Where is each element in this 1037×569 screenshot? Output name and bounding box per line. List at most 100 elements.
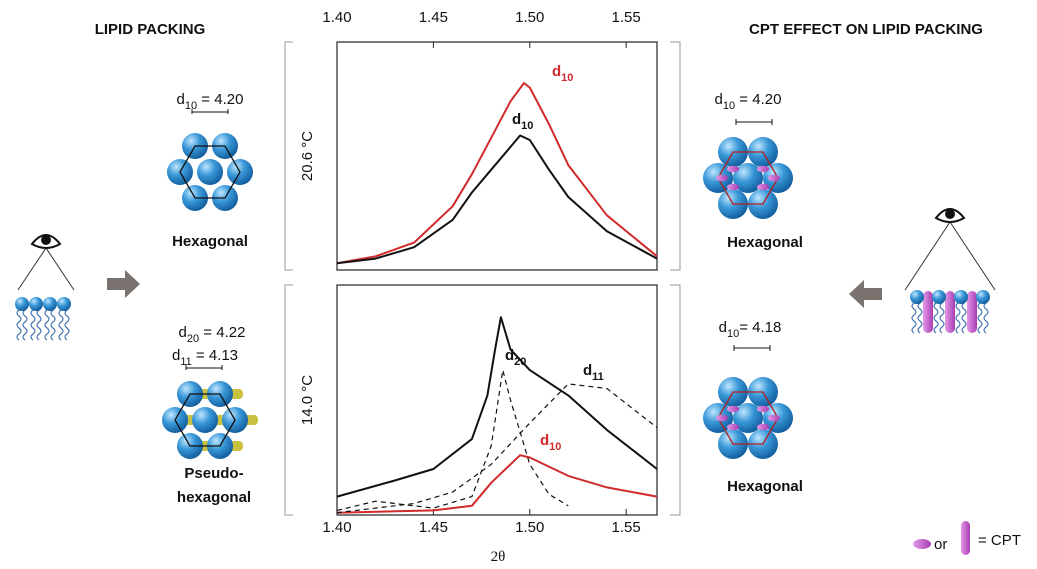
curve: [336, 316, 658, 498]
cpt: [727, 423, 739, 431]
caption: Hexagonal: [727, 234, 803, 251]
lipid-head: [733, 163, 763, 193]
dashed-curve: [336, 383, 658, 514]
legend-or: or: [934, 536, 947, 553]
plot-frame: [336, 41, 658, 271]
cpt-icon: [961, 521, 970, 555]
cpt: [716, 414, 728, 422]
lipid-head: [15, 297, 29, 311]
curve-label: d10: [540, 432, 561, 453]
cpt: [727, 405, 739, 413]
scale-bar: [191, 109, 229, 114]
cpt: [757, 423, 769, 431]
x-tick-label: 1.50: [515, 519, 544, 536]
d-sub: 10: [185, 100, 197, 112]
caption: Hexagonal: [172, 233, 248, 250]
d-label: d20 = 4.22: [179, 324, 246, 345]
caption: Pseudo-: [184, 465, 243, 482]
bracket: [670, 41, 681, 271]
cpt: [727, 183, 739, 191]
label-symbol: d: [540, 432, 549, 449]
cpt: [967, 291, 977, 333]
d-value: = 4.18: [739, 319, 781, 336]
d-value: = 4.20: [735, 91, 781, 108]
decorations: [15, 133, 996, 459]
label-symbol: d: [512, 111, 521, 128]
bracket: [284, 284, 293, 516]
d-label: d11 = 4.13: [172, 347, 238, 368]
lipid-head: [43, 297, 57, 311]
cpt: [757, 165, 769, 173]
curve: [336, 454, 658, 514]
curve: [336, 82, 658, 265]
x-tick-label: 1.45: [419, 9, 448, 26]
lipid-head: [733, 403, 763, 433]
curve-label: d11: [583, 362, 604, 383]
x-tick-label: 1.40: [322, 9, 351, 26]
hexagon: [179, 145, 241, 199]
x-tick-label: 1.50: [515, 9, 544, 26]
cpt: [768, 174, 780, 182]
d-label: d10 = 4.20: [177, 91, 244, 112]
d-value: = 4.20: [197, 91, 243, 108]
d-sub: 10: [727, 328, 739, 340]
curve-label: d10: [552, 63, 573, 84]
d-symbol: d: [719, 319, 727, 336]
right-title: CPT EFFECT ON LIPID PACKING: [749, 21, 983, 38]
left-title: LIPID PACKING: [95, 21, 206, 38]
d-symbol: d: [715, 91, 723, 108]
x-axis-label: 2θ: [491, 549, 506, 565]
sight-line: [17, 247, 75, 291]
hexagon: [174, 393, 236, 447]
cpt: [716, 174, 728, 182]
curve-label: d10: [512, 111, 533, 132]
label-sub: 11: [592, 371, 604, 383]
label-symbol: d: [583, 362, 592, 379]
arrow: [849, 280, 882, 308]
curve: [336, 134, 658, 265]
label-sub: 10: [561, 72, 573, 84]
lipid-head: [192, 407, 218, 433]
x-tick-label: 1.40: [322, 519, 351, 536]
lipid-head: [954, 290, 968, 304]
pupil: [41, 235, 51, 245]
cpt: [923, 291, 933, 333]
d-symbol: d: [177, 91, 185, 108]
arrow: [107, 270, 140, 298]
d-value: = 4.22: [199, 324, 245, 341]
cpt: [757, 405, 769, 413]
d-sub: 11: [180, 356, 191, 368]
lipid-head: [910, 290, 924, 304]
lipid-head: [57, 297, 71, 311]
x-tick-label: 1.55: [612, 519, 641, 536]
label-sub: 10: [521, 120, 533, 132]
x-tick-label: 1.45: [419, 519, 448, 536]
lipid-head: [932, 290, 946, 304]
cpt-icon: [913, 539, 931, 549]
scale-bar: [735, 119, 773, 125]
lipid-head: [197, 159, 223, 185]
label-sub: 10: [549, 441, 561, 453]
cpt: [945, 291, 955, 333]
x-tick-label: 1.55: [612, 9, 641, 26]
cpt: [727, 165, 739, 173]
d-symbol: d: [179, 324, 187, 341]
y-axis-label: 20.6 °C: [299, 131, 316, 181]
plot-frame: [336, 284, 658, 516]
d-symbol: d: [172, 347, 180, 364]
label-sub: 20: [514, 356, 526, 368]
bracket: [670, 284, 681, 516]
scale-bar: [185, 365, 223, 370]
d-label: d10= 4.18: [719, 319, 782, 340]
d-sub: 10: [723, 100, 735, 112]
d-sub: 20: [187, 333, 199, 345]
caption: hexagonal: [177, 489, 251, 506]
d-value: = 4.13: [192, 347, 238, 364]
caption: Hexagonal: [727, 478, 803, 495]
lipid-head: [976, 290, 990, 304]
label-symbol: d: [552, 63, 561, 80]
label-symbol: d: [505, 347, 514, 364]
sight-line: [904, 221, 996, 291]
y-axis-label: 14.0 °C: [299, 375, 316, 425]
